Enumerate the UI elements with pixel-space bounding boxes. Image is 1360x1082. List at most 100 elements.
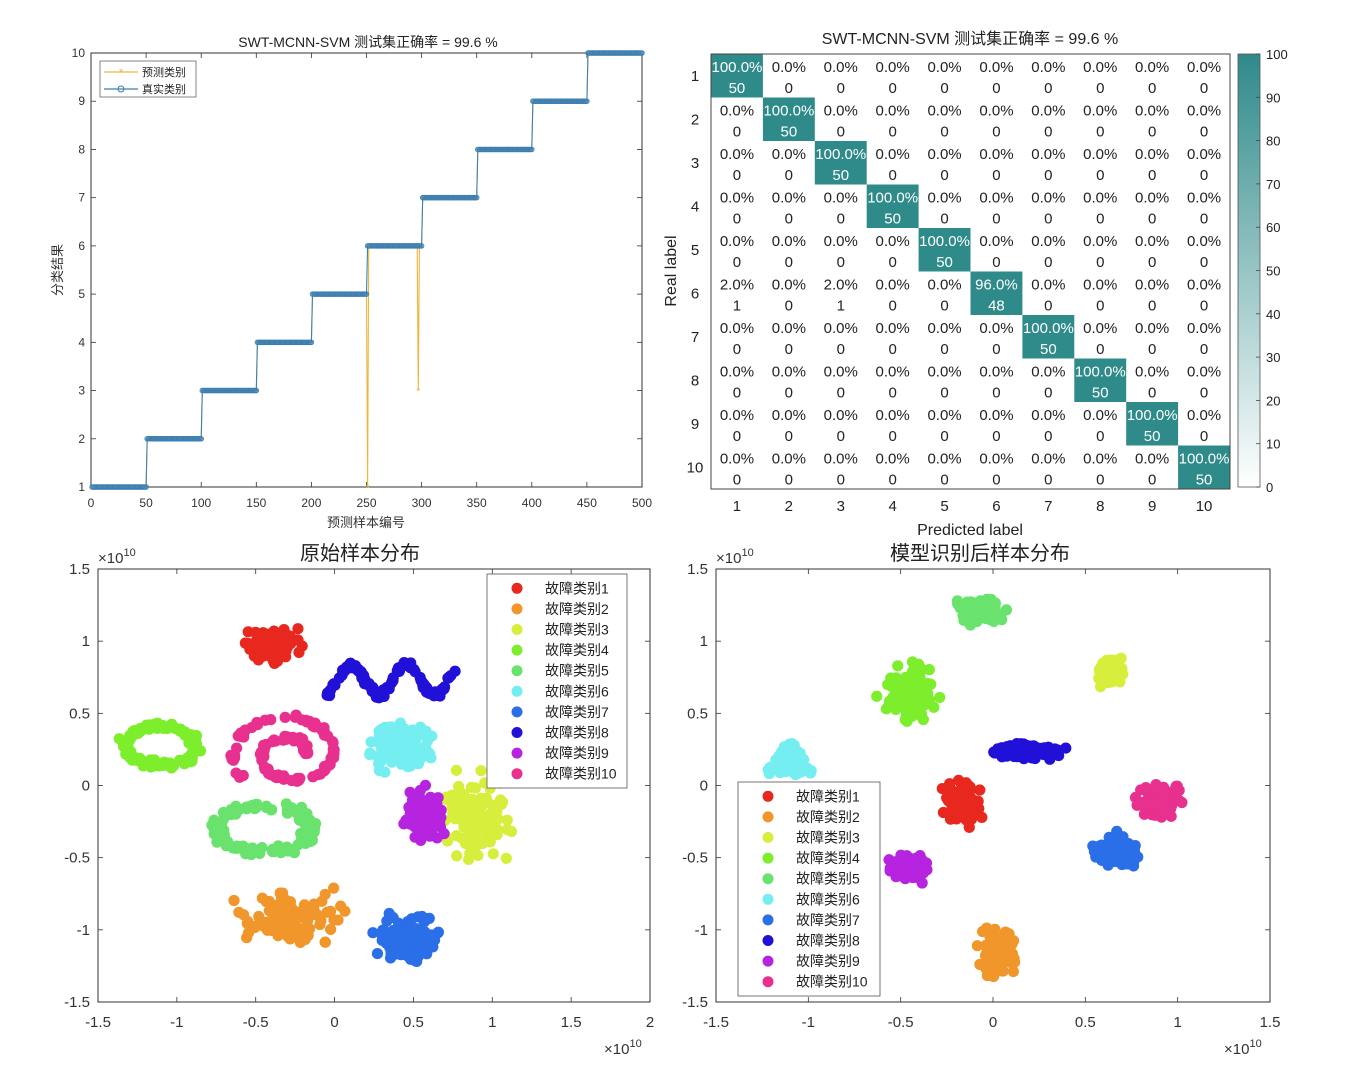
- ytick-label: -1.5: [64, 994, 90, 1011]
- matrix-cell-count: 0: [837, 254, 845, 271]
- scatter-point: [153, 760, 166, 772]
- scatter-point: [284, 933, 296, 945]
- scatter-point: [387, 912, 399, 924]
- scatter-point: [967, 600, 979, 612]
- scatter-point: [253, 910, 265, 923]
- matrix-cell-percent: 100.0%: [1179, 450, 1230, 467]
- matrix-cell-percent: 0.0%: [876, 233, 910, 250]
- scatter-point: [288, 733, 301, 746]
- scatter-point: [925, 678, 937, 690]
- matrix-cell-count: 0: [785, 210, 793, 227]
- chart1-ytick-label: 9: [78, 94, 85, 108]
- legend-marker: [762, 852, 774, 864]
- scatter-point: [906, 656, 919, 668]
- matrix-cell-count: 0: [1148, 297, 1156, 314]
- matrix-cell-percent: 100.0%: [763, 102, 814, 119]
- matrix-cell-percent: 0.0%: [1031, 59, 1065, 76]
- matrix-row-label: 1: [691, 68, 699, 85]
- matrix-cell-count: 50: [1092, 384, 1109, 401]
- scatter-point: [450, 764, 463, 776]
- scatter-point: [1049, 743, 1061, 755]
- matrix-cell-count: 0: [1044, 123, 1052, 140]
- scatter-point: [968, 797, 980, 809]
- scatter-point: [386, 748, 398, 760]
- scatter-point: [472, 849, 484, 862]
- chart1-ytick-label: 6: [78, 239, 85, 253]
- scatter-point: [327, 679, 339, 691]
- scatter-point: [920, 857, 933, 869]
- matrix-cell-percent: 0.0%: [1135, 146, 1169, 163]
- scatter-point: [121, 746, 133, 758]
- scatter-point: [421, 735, 434, 747]
- matrix-cell-count: 0: [1044, 254, 1052, 271]
- legend-label: 故障类别9: [545, 745, 609, 761]
- xtick-label: -1: [170, 1014, 183, 1031]
- scatter-point: [1149, 798, 1162, 810]
- scatter-point: [292, 623, 304, 635]
- scatter-point: [233, 842, 245, 854]
- chart1-xtick-label: 500: [632, 496, 652, 510]
- scatter-point: [241, 917, 253, 930]
- scatter-point: [934, 691, 946, 704]
- scatter-point: [1170, 780, 1182, 793]
- scatter-point: [505, 825, 518, 838]
- scatter-point: [456, 832, 468, 844]
- matrix-cell-percent: 0.0%: [772, 276, 806, 293]
- scatter-point: [307, 771, 319, 783]
- chart1-legend: * 预测类别 真实类别: [99, 60, 197, 98]
- scatter-point: [262, 634, 275, 646]
- chart1-xtick-label: 150: [246, 496, 266, 510]
- matrix-cell-count: 0: [888, 167, 896, 184]
- colorbar-tick-label: 60: [1266, 220, 1280, 235]
- scatter-point: [268, 642, 281, 654]
- matrix-cell-percent: 0.0%: [979, 189, 1013, 206]
- matrix-cell-count: 0: [785, 254, 793, 271]
- matrix-cell-percent: 0.0%: [824, 320, 858, 337]
- scatter-point: [254, 847, 266, 860]
- matrix-cell-count: 0: [1200, 384, 1208, 401]
- scatter-point: [981, 969, 993, 982]
- matrix-cell-percent: 0.0%: [1083, 407, 1117, 424]
- matrix-cell-percent: 0.0%: [1135, 59, 1169, 76]
- scatter-point: [148, 720, 160, 732]
- matrix-cell-count: 0: [733, 341, 741, 358]
- matrix-row-label: 5: [691, 242, 699, 259]
- matrix-cell-count: 0: [1096, 167, 1104, 184]
- matrix-cell-percent: 0.0%: [876, 276, 910, 293]
- matrix-cell-percent: 0.0%: [824, 189, 858, 206]
- scatter-point: [475, 765, 487, 777]
- matrix-cell-percent: 0.0%: [772, 189, 806, 206]
- matrix-cell-count: 0: [1148, 123, 1156, 140]
- chart1-ytick-label: 10: [72, 46, 86, 60]
- matrix-cell-count: 0: [837, 80, 845, 97]
- scatter-point: [492, 824, 504, 836]
- scatter-point: [280, 629, 293, 642]
- scatter-point: [410, 733, 422, 745]
- matrix-cell-percent: 0.0%: [927, 146, 961, 163]
- matrix-cell-percent: 0.0%: [979, 59, 1013, 76]
- matrix-cell-percent: 0.0%: [927, 59, 961, 76]
- scatter-point: [1113, 832, 1125, 844]
- matrix-cell-count: 0: [837, 471, 845, 488]
- matrix-cell-percent: 0.0%: [876, 146, 910, 163]
- matrix-cell-count: 0: [1148, 341, 1156, 358]
- matrix-cell-percent: 0.0%: [720, 233, 754, 250]
- matrix-cell-count: 0: [888, 254, 896, 271]
- scatter-point: [237, 769, 249, 782]
- matrix-cell-count: 0: [992, 80, 1000, 97]
- xtick-label: -1.5: [703, 1014, 729, 1031]
- matrix-cell-count: 0: [1044, 210, 1052, 227]
- scatter-point: [952, 774, 965, 786]
- matrix-cell-count: 0: [992, 471, 1000, 488]
- xtick-label: 0.5: [1075, 1014, 1096, 1031]
- matrix-cell-count: 0: [1096, 123, 1104, 140]
- scatter-point: [792, 765, 804, 777]
- matrix-cell-count: 50: [781, 123, 798, 140]
- matrix-cell-percent: 0.0%: [876, 407, 910, 424]
- scatter-point: [279, 711, 291, 723]
- chart1-xtick-label: 250: [356, 496, 376, 510]
- matrix-cell-percent: 0.0%: [1031, 276, 1065, 293]
- scatter-point: [235, 730, 247, 743]
- matrix-cell-percent: 0.0%: [979, 363, 1013, 380]
- legend-label: 故障类别8: [545, 725, 609, 741]
